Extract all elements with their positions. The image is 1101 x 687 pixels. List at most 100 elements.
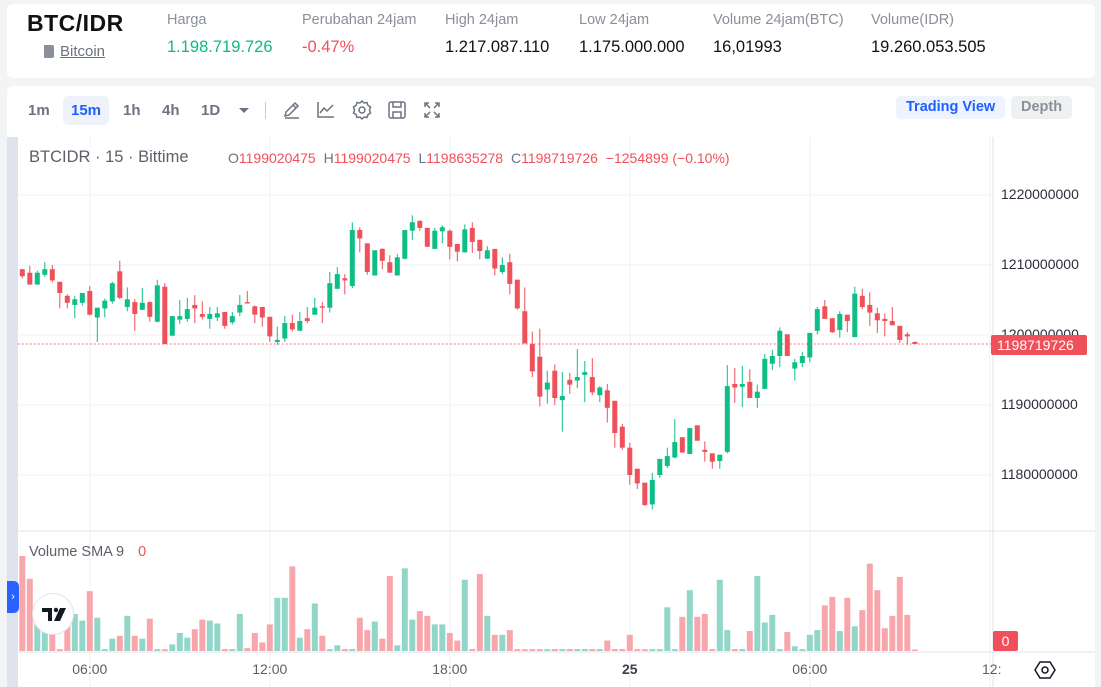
candle-up (282, 323, 288, 339)
volume-bar (761, 622, 768, 651)
volume-bar (874, 590, 881, 651)
time-tick-label: 06:00 (792, 661, 828, 677)
candle-up (297, 321, 303, 331)
candle-up (739, 384, 745, 387)
timeframe-4h[interactable]: 4h (162, 102, 180, 119)
fullscreen-icon[interactable] (421, 99, 443, 121)
high-key: H (323, 150, 334, 166)
timeframe-1d[interactable]: 1D (201, 102, 221, 119)
candle-down (342, 278, 348, 281)
stat-value: 1.198.719.726 (167, 38, 273, 56)
close-key: C (510, 150, 522, 166)
volume-axis-label: 0 (993, 631, 1018, 651)
candle-down (844, 314, 850, 321)
drawing-toolbar-collapsed (7, 137, 18, 687)
candle-down (49, 269, 55, 281)
candle-up (762, 358, 768, 389)
volume-bar (184, 637, 191, 651)
volume-bar (664, 607, 671, 651)
candle-down (619, 426, 625, 448)
volume-bar (214, 623, 221, 651)
volume-bar (529, 649, 536, 651)
volume-bar (236, 613, 243, 651)
candle-down (319, 306, 325, 308)
volume-bar (821, 605, 828, 651)
volume-bar (379, 638, 386, 651)
stat-harga: Harga 1.198.719.726 (167, 12, 273, 57)
volume-bar (139, 638, 146, 651)
candle-up (852, 293, 858, 338)
candle-up (372, 250, 378, 276)
price-tick-label: 1190000000 (1001, 396, 1078, 412)
volume-bar (424, 615, 431, 651)
price-tick-label: 1220000000 (1001, 186, 1079, 202)
draw-pencil-icon[interactable] (281, 99, 303, 121)
volume-bar (124, 615, 131, 651)
volume-bar (814, 630, 821, 651)
volume-bar (896, 576, 903, 651)
last-price-label: 1198719726 (991, 335, 1087, 355)
timeframe-dropdown-caret-icon[interactable] (233, 99, 255, 121)
candle-down (612, 400, 618, 433)
candle-up (544, 382, 550, 390)
candle-down (304, 318, 310, 321)
candle-up (649, 479, 655, 505)
candle-down (27, 272, 33, 285)
time-tick-label: 06:00 (72, 661, 108, 677)
candle-down (454, 244, 460, 252)
depth-button[interactable]: Depth (1011, 96, 1073, 119)
candle-down (702, 449, 708, 452)
candle-down (822, 306, 828, 319)
volume-bar (281, 597, 288, 651)
stat-high-24jam: High 24jam 1.217.087.110 (445, 12, 549, 57)
volume-bar (611, 649, 618, 651)
volume-bar (401, 568, 408, 651)
volume-bar (319, 635, 326, 651)
tradingview-logo[interactable] (32, 593, 74, 635)
volume-bar (806, 634, 813, 651)
coin-link[interactable]: Bitcoin (44, 43, 105, 60)
chart-settings-icon[interactable] (1034, 659, 1056, 681)
volume-bar (34, 611, 41, 651)
high-value: 1199020475 (333, 150, 411, 166)
volume-bar (484, 615, 491, 651)
candle-up (154, 285, 160, 322)
volume-bar (686, 590, 693, 651)
candle-up (72, 299, 78, 305)
timeframe-15m[interactable]: 15m (63, 96, 110, 125)
candle-down (859, 295, 865, 307)
indicator-chart-icon[interactable] (315, 99, 337, 121)
settings-gear-icon[interactable] (351, 99, 373, 121)
volume-bar (881, 628, 888, 651)
volume-bar (229, 649, 236, 651)
candle-up (214, 313, 220, 318)
candle-up (327, 283, 333, 308)
expand-toolbar-button[interactable]: › (7, 581, 19, 613)
time-tick-label: 12:00 (252, 661, 288, 677)
volume-bar (161, 649, 168, 651)
market-info-card (7, 4, 1095, 78)
candle-down (19, 269, 25, 277)
candle-down (289, 323, 295, 330)
candle-up (484, 250, 490, 259)
candle-down (147, 302, 153, 317)
trading-view-button[interactable]: Trading View (896, 96, 1006, 119)
volume-bar (551, 649, 558, 651)
low-key: L (418, 150, 427, 166)
candle-down (732, 384, 738, 388)
volume-bar (514, 649, 521, 651)
low-value: 1198635278 (426, 150, 504, 166)
symbol-legend: BTCIDR · 15 · Bittime (29, 148, 189, 166)
candle-down (529, 344, 535, 372)
volume-bar (94, 617, 101, 651)
volume-bar (866, 563, 873, 651)
save-icon[interactable] (386, 99, 408, 121)
volume-bar (739, 649, 746, 651)
candle-up (499, 265, 505, 272)
volume-bar (701, 613, 708, 651)
stat-label: Harga (167, 12, 207, 28)
timeframe-1m[interactable]: 1m (28, 102, 50, 119)
timeframe-1h[interactable]: 1h (123, 102, 141, 119)
volume-legend: Volume SMA 9 0 (29, 544, 146, 560)
